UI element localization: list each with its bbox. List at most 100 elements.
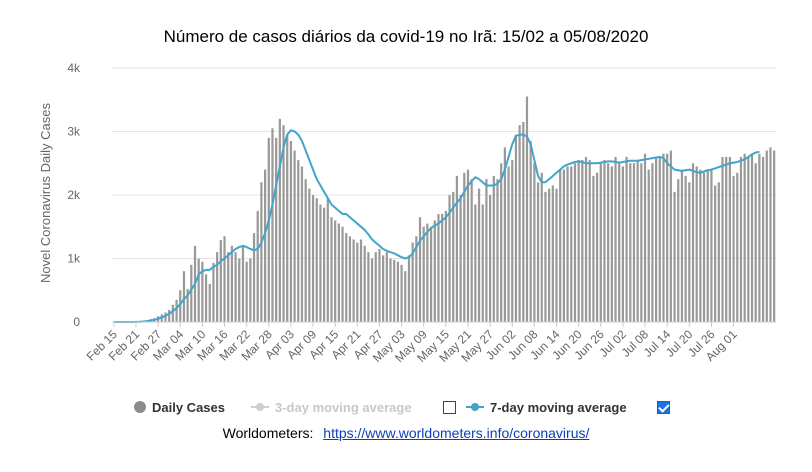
- daily-cases-bar[interactable]: [695, 166, 698, 322]
- daily-cases-bar[interactable]: [208, 283, 211, 322]
- daily-cases-bar[interactable]: [769, 147, 772, 323]
- daily-cases-bar[interactable]: [252, 233, 256, 322]
- daily-cases-bar[interactable]: [308, 188, 311, 322]
- daily-cases-bar[interactable]: [662, 153, 665, 322]
- daily-cases-bar[interactable]: [389, 258, 392, 323]
- daily-cases-bar[interactable]: [736, 172, 739, 322]
- daily-cases-bar[interactable]: [621, 166, 625, 322]
- daily-cases-bar[interactable]: [643, 153, 647, 322]
- daily-cases-bar[interactable]: [500, 163, 503, 322]
- daily-cases-bar[interactable]: [614, 156, 617, 322]
- daily-cases-bar[interactable]: [702, 172, 706, 322]
- daily-cases-bar[interactable]: [544, 191, 547, 322]
- daily-cases-bar[interactable]: [629, 163, 632, 322]
- daily-cases-bar[interactable]: [311, 195, 315, 322]
- daily-cases-bar[interactable]: [249, 258, 252, 323]
- daily-cases-bar[interactable]: [179, 290, 182, 322]
- daily-cases-bar[interactable]: [175, 299, 178, 322]
- daily-cases-bar[interactable]: [212, 262, 215, 322]
- daily-cases-bar[interactable]: [721, 156, 724, 322]
- daily-cases-bar[interactable]: [341, 226, 344, 322]
- daily-cases-bar[interactable]: [732, 175, 735, 322]
- daily-cases-bar[interactable]: [441, 214, 444, 322]
- daily-cases-bar[interactable]: [363, 245, 366, 322]
- daily-cases-bar[interactable]: [278, 118, 281, 322]
- source-link[interactable]: https://www.worldometers.info/coronaviru…: [323, 425, 590, 441]
- daily-cases-bar[interactable]: [374, 252, 377, 322]
- daily-cases-bar[interactable]: [241, 245, 245, 322]
- daily-cases-bar[interactable]: [559, 169, 562, 322]
- daily-cases-bar[interactable]: [418, 217, 422, 322]
- daily-cases-bar[interactable]: [739, 156, 743, 322]
- daily-cases-bar[interactable]: [595, 172, 599, 322]
- daily-cases-bar[interactable]: [688, 182, 691, 322]
- daily-cases-bar[interactable]: [618, 163, 621, 322]
- daily-cases-bar[interactable]: [204, 274, 208, 323]
- daily-cases-bar[interactable]: [566, 166, 569, 322]
- daily-cases-bar[interactable]: [400, 264, 403, 322]
- daily-cases-bar[interactable]: [551, 185, 554, 322]
- daily-cases-bar[interactable]: [448, 195, 451, 322]
- daily-cases-bar[interactable]: [260, 182, 263, 322]
- daily-cases-bar[interactable]: [725, 156, 728, 322]
- daily-cases-bar[interactable]: [452, 191, 455, 322]
- daily-cases-bar[interactable]: [286, 134, 289, 322]
- daily-cases-bar[interactable]: [326, 198, 329, 322]
- daily-cases-bar[interactable]: [562, 169, 565, 322]
- daily-cases-bar[interactable]: [256, 210, 259, 323]
- daily-cases-bar[interactable]: [706, 169, 709, 322]
- daily-cases-bar[interactable]: [429, 226, 433, 322]
- daily-cases-bar[interactable]: [245, 261, 248, 322]
- daily-cases-bar[interactable]: [182, 271, 186, 322]
- daily-cases-bar[interactable]: [201, 261, 204, 322]
- daily-cases-bar[interactable]: [238, 258, 241, 323]
- daily-cases-bar[interactable]: [470, 179, 473, 323]
- daily-cases-bar[interactable]: [750, 153, 754, 322]
- daily-cases-bar[interactable]: [367, 252, 370, 322]
- daily-cases-bar[interactable]: [710, 169, 713, 322]
- daily-cases-bar[interactable]: [507, 166, 510, 322]
- daily-cases-bar[interactable]: [677, 179, 680, 323]
- daily-cases-bar[interactable]: [359, 239, 363, 322]
- daily-cases-bar[interactable]: [433, 220, 436, 322]
- daily-cases-bar[interactable]: [345, 233, 348, 322]
- daily-cases-bar[interactable]: [511, 160, 514, 322]
- daily-cases-bar[interactable]: [555, 188, 558, 322]
- daily-cases-bar[interactable]: [348, 236, 352, 322]
- daily-cases-bar[interactable]: [426, 223, 429, 322]
- daily-cases-bar[interactable]: [275, 137, 278, 322]
- daily-cases-bar[interactable]: [393, 259, 396, 322]
- daily-cases-bar[interactable]: [647, 169, 650, 322]
- daily-cases-bar[interactable]: [489, 195, 492, 322]
- daily-cases-bar[interactable]: [610, 166, 613, 322]
- daily-cases-bar[interactable]: [592, 175, 595, 322]
- daily-cases-bar[interactable]: [503, 147, 506, 323]
- daily-cases-bar[interactable]: [525, 96, 529, 322]
- daily-cases-bar[interactable]: [396, 261, 399, 322]
- daily-cases-bar[interactable]: [186, 288, 189, 322]
- daily-cases-bar[interactable]: [632, 163, 636, 322]
- daily-cases-bar[interactable]: [356, 242, 359, 323]
- daily-cases-bar[interactable]: [714, 185, 717, 322]
- daily-cases-bar[interactable]: [190, 264, 193, 322]
- daily-cases-bar[interactable]: [599, 163, 602, 322]
- daily-cases-bar[interactable]: [455, 175, 459, 322]
- daily-cases-bar[interactable]: [669, 150, 672, 322]
- daily-cases-bar[interactable]: [216, 252, 219, 322]
- daily-cases-bar[interactable]: [518, 125, 521, 323]
- daily-cases-bar[interactable]: [536, 182, 540, 322]
- daily-cases-bar[interactable]: [492, 175, 495, 322]
- daily-cases-bar[interactable]: [728, 156, 731, 322]
- daily-cases-bar[interactable]: [761, 156, 765, 322]
- daily-cases-bar[interactable]: [385, 252, 388, 322]
- daily-cases-bar[interactable]: [743, 153, 746, 322]
- daily-cases-bar[interactable]: [263, 169, 267, 322]
- daily-cases-bar[interactable]: [267, 137, 270, 322]
- legend-3day-average[interactable]: 3-day moving average: [251, 397, 412, 417]
- daily-cases-bar[interactable]: [717, 182, 720, 322]
- daily-cases-bar[interactable]: [164, 312, 167, 322]
- daily-cases-bar[interactable]: [227, 252, 230, 322]
- daily-cases-bar[interactable]: [282, 125, 285, 323]
- daily-cases-bar[interactable]: [540, 172, 543, 322]
- daily-cases-bar[interactable]: [437, 214, 440, 322]
